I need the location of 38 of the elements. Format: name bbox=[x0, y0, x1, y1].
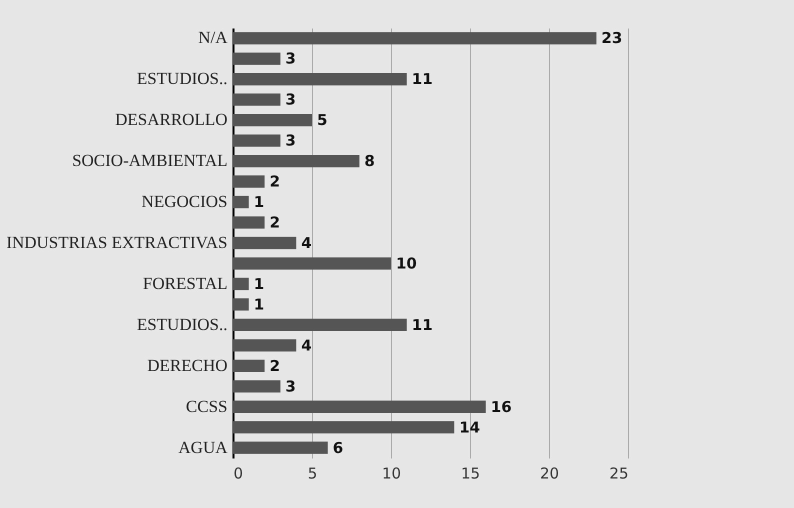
data-label: 8 bbox=[364, 152, 375, 170]
data-label: 1 bbox=[254, 295, 264, 314]
data-label: 1 bbox=[254, 193, 264, 212]
y-tick-label: ESTUDIOS.. bbox=[136, 69, 228, 88]
y-tick-label: AGUA bbox=[178, 438, 228, 457]
y-tick-label: NEGOCIOS bbox=[142, 192, 228, 212]
data-label: 4 bbox=[301, 336, 312, 354]
y-tick-label: SOCIO-AMBIENTAL bbox=[72, 151, 228, 170]
data-label: 2 bbox=[270, 214, 280, 232]
data-label: 1 bbox=[254, 274, 264, 293]
data-label: 3 bbox=[285, 132, 296, 150]
data-label: 2 bbox=[270, 356, 280, 375]
x-tick-label: 0 bbox=[234, 464, 244, 482]
x-tick-label: 10 bbox=[382, 464, 402, 482]
y-tick-label: CCSS bbox=[186, 396, 228, 416]
data-label: 4 bbox=[301, 234, 312, 252]
x-tick-label: 20 bbox=[540, 464, 560, 482]
y-tick-label: N/A bbox=[198, 28, 228, 48]
x-tick-label: 15 bbox=[460, 464, 480, 482]
data-label: 5 bbox=[317, 111, 328, 130]
data-label: 11 bbox=[412, 70, 433, 88]
data-label: 2 bbox=[270, 172, 280, 191]
y-tick-label: DERECHO bbox=[147, 356, 228, 375]
y-tick-label: DESARROLLO bbox=[115, 110, 228, 130]
x-tick-label: 25 bbox=[609, 464, 628, 482]
y-tick-label: INDUSTRIAS EXTRACTIVAS bbox=[6, 233, 228, 252]
y-tick-label: ESTUDIOS.. bbox=[136, 314, 228, 334]
data-label: 10 bbox=[396, 254, 417, 272]
data-label: 11 bbox=[412, 316, 433, 334]
data-label: 16 bbox=[490, 398, 512, 416]
data-label: 6 bbox=[332, 438, 344, 457]
data-label: 3 bbox=[285, 90, 296, 109]
data-label: 3 bbox=[285, 50, 296, 68]
data-label: 14 bbox=[459, 418, 480, 436]
x-tick-label: 5 bbox=[308, 464, 318, 482]
data-label: 23 bbox=[601, 29, 622, 48]
y-tick-label: FORESTAL bbox=[142, 274, 228, 293]
data-label: 3 bbox=[285, 377, 296, 396]
